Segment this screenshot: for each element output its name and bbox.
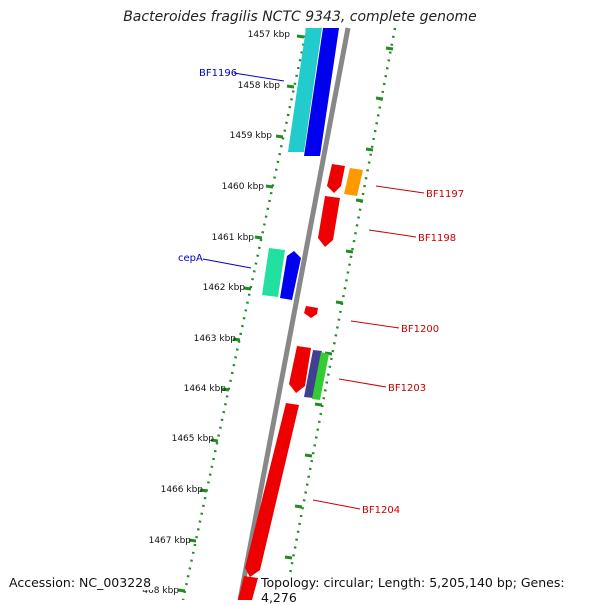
callout-line-bf1203: [338, 378, 387, 388]
tick-mark: [355, 198, 364, 203]
tick-mark: [243, 286, 252, 291]
tick-mark: [324, 351, 333, 356]
tick-mark: [199, 488, 208, 493]
callout-line-cepa: [202, 258, 252, 269]
tick-mark: [265, 184, 274, 189]
tick-label: 1463 kbp: [194, 334, 237, 344]
tick-label: 1457 kbp: [248, 30, 291, 40]
gene-bf1203-green: [312, 352, 329, 400]
callout-line-bf1200: [350, 320, 400, 329]
callout-line-bf1197: [375, 185, 425, 194]
tick-mark: [221, 387, 230, 392]
tick-mark: [177, 588, 186, 593]
gene-bf1196-blue: [304, 28, 339, 156]
gene-label-bf1203: BF1203: [388, 383, 426, 394]
tick-marks: [177, 34, 305, 593]
dotted-track-left: [181, 27, 309, 600]
tick-mark: [345, 249, 354, 254]
tick-label: 468 kbp: [142, 586, 179, 596]
gene-label-bf1197: BF1197: [426, 189, 464, 200]
map-title: Bacteroides fragilis NCTC 9343, complete…: [123, 9, 477, 25]
tick-mark: [314, 402, 323, 407]
tick-mark: [335, 300, 344, 305]
genome-info-text: Topology: circular; Length: 5,205,140 bp…: [259, 575, 600, 605]
tick-mark: [294, 504, 303, 509]
dotted-track-right: [283, 27, 397, 600]
gene-bf1197-red: [327, 164, 345, 193]
tick-labels: 1457 kbp 1458 kbp 1459 kbp 1460 kbp 1461…: [142, 30, 290, 596]
tick-mark: [296, 34, 305, 39]
callout-lines: [202, 72, 425, 510]
tick-mark: [188, 538, 197, 543]
callout-line-bf1204: [312, 499, 361, 510]
gene-bf1203-navy: [304, 350, 322, 398]
gene-label-bf1204: BF1204: [362, 505, 400, 516]
tick-label: 1462 kbp: [203, 283, 246, 293]
tick-mark: [210, 438, 219, 443]
callout-line-bf1198: [368, 229, 417, 238]
gene-bf1200-red: [304, 306, 318, 318]
genome-backbone: [237, 27, 351, 600]
gene-label-bf1200: BF1200: [401, 324, 439, 335]
gene-cepa-blue: [280, 251, 301, 300]
tick-marks-right: [284, 46, 394, 560]
tick-mark: [275, 134, 284, 139]
accession-text: Accession: NC_003228: [7, 575, 154, 590]
tick-label: 1465 kbp: [172, 434, 215, 444]
gene-label-cepa: cepA: [178, 253, 203, 264]
gene-labels: BF1196 BF1197 BF1198 cepA BF1200 BF1203 …: [178, 68, 464, 516]
tick-mark: [254, 235, 263, 240]
tick-mark: [385, 46, 394, 51]
tick-mark: [304, 453, 313, 458]
gene-bf1204-red: [245, 403, 299, 577]
tick-label: 1461 kbp: [212, 233, 255, 243]
gene-bf1197-orange: [344, 168, 363, 196]
tick-mark: [286, 84, 295, 89]
tick-mark: [365, 147, 374, 152]
tick-mark: [375, 96, 384, 101]
tick-label: 1467 kbp: [149, 536, 192, 546]
gene-cepa-teal: [262, 248, 285, 297]
tick-label: 1466 kbp: [161, 485, 204, 495]
gene-bf1204-red-lower: [238, 576, 258, 600]
tick-mark: [232, 337, 241, 342]
gene-label-bf1196: BF1196: [199, 68, 237, 79]
tick-label: 1460 kbp: [222, 182, 265, 192]
gene-bf1203-red: [289, 346, 311, 393]
tick-mark: [284, 555, 293, 560]
tick-label: 1464 kbp: [184, 384, 227, 394]
tick-label: 1459 kbp: [230, 131, 273, 141]
callout-line-bf1196: [233, 72, 285, 82]
tick-label: 1458 kbp: [238, 81, 281, 91]
gene-bf1196-cyan: [288, 28, 322, 152]
gene-label-bf1198: BF1198: [418, 233, 456, 244]
gene-bf1198-red: [318, 196, 340, 247]
